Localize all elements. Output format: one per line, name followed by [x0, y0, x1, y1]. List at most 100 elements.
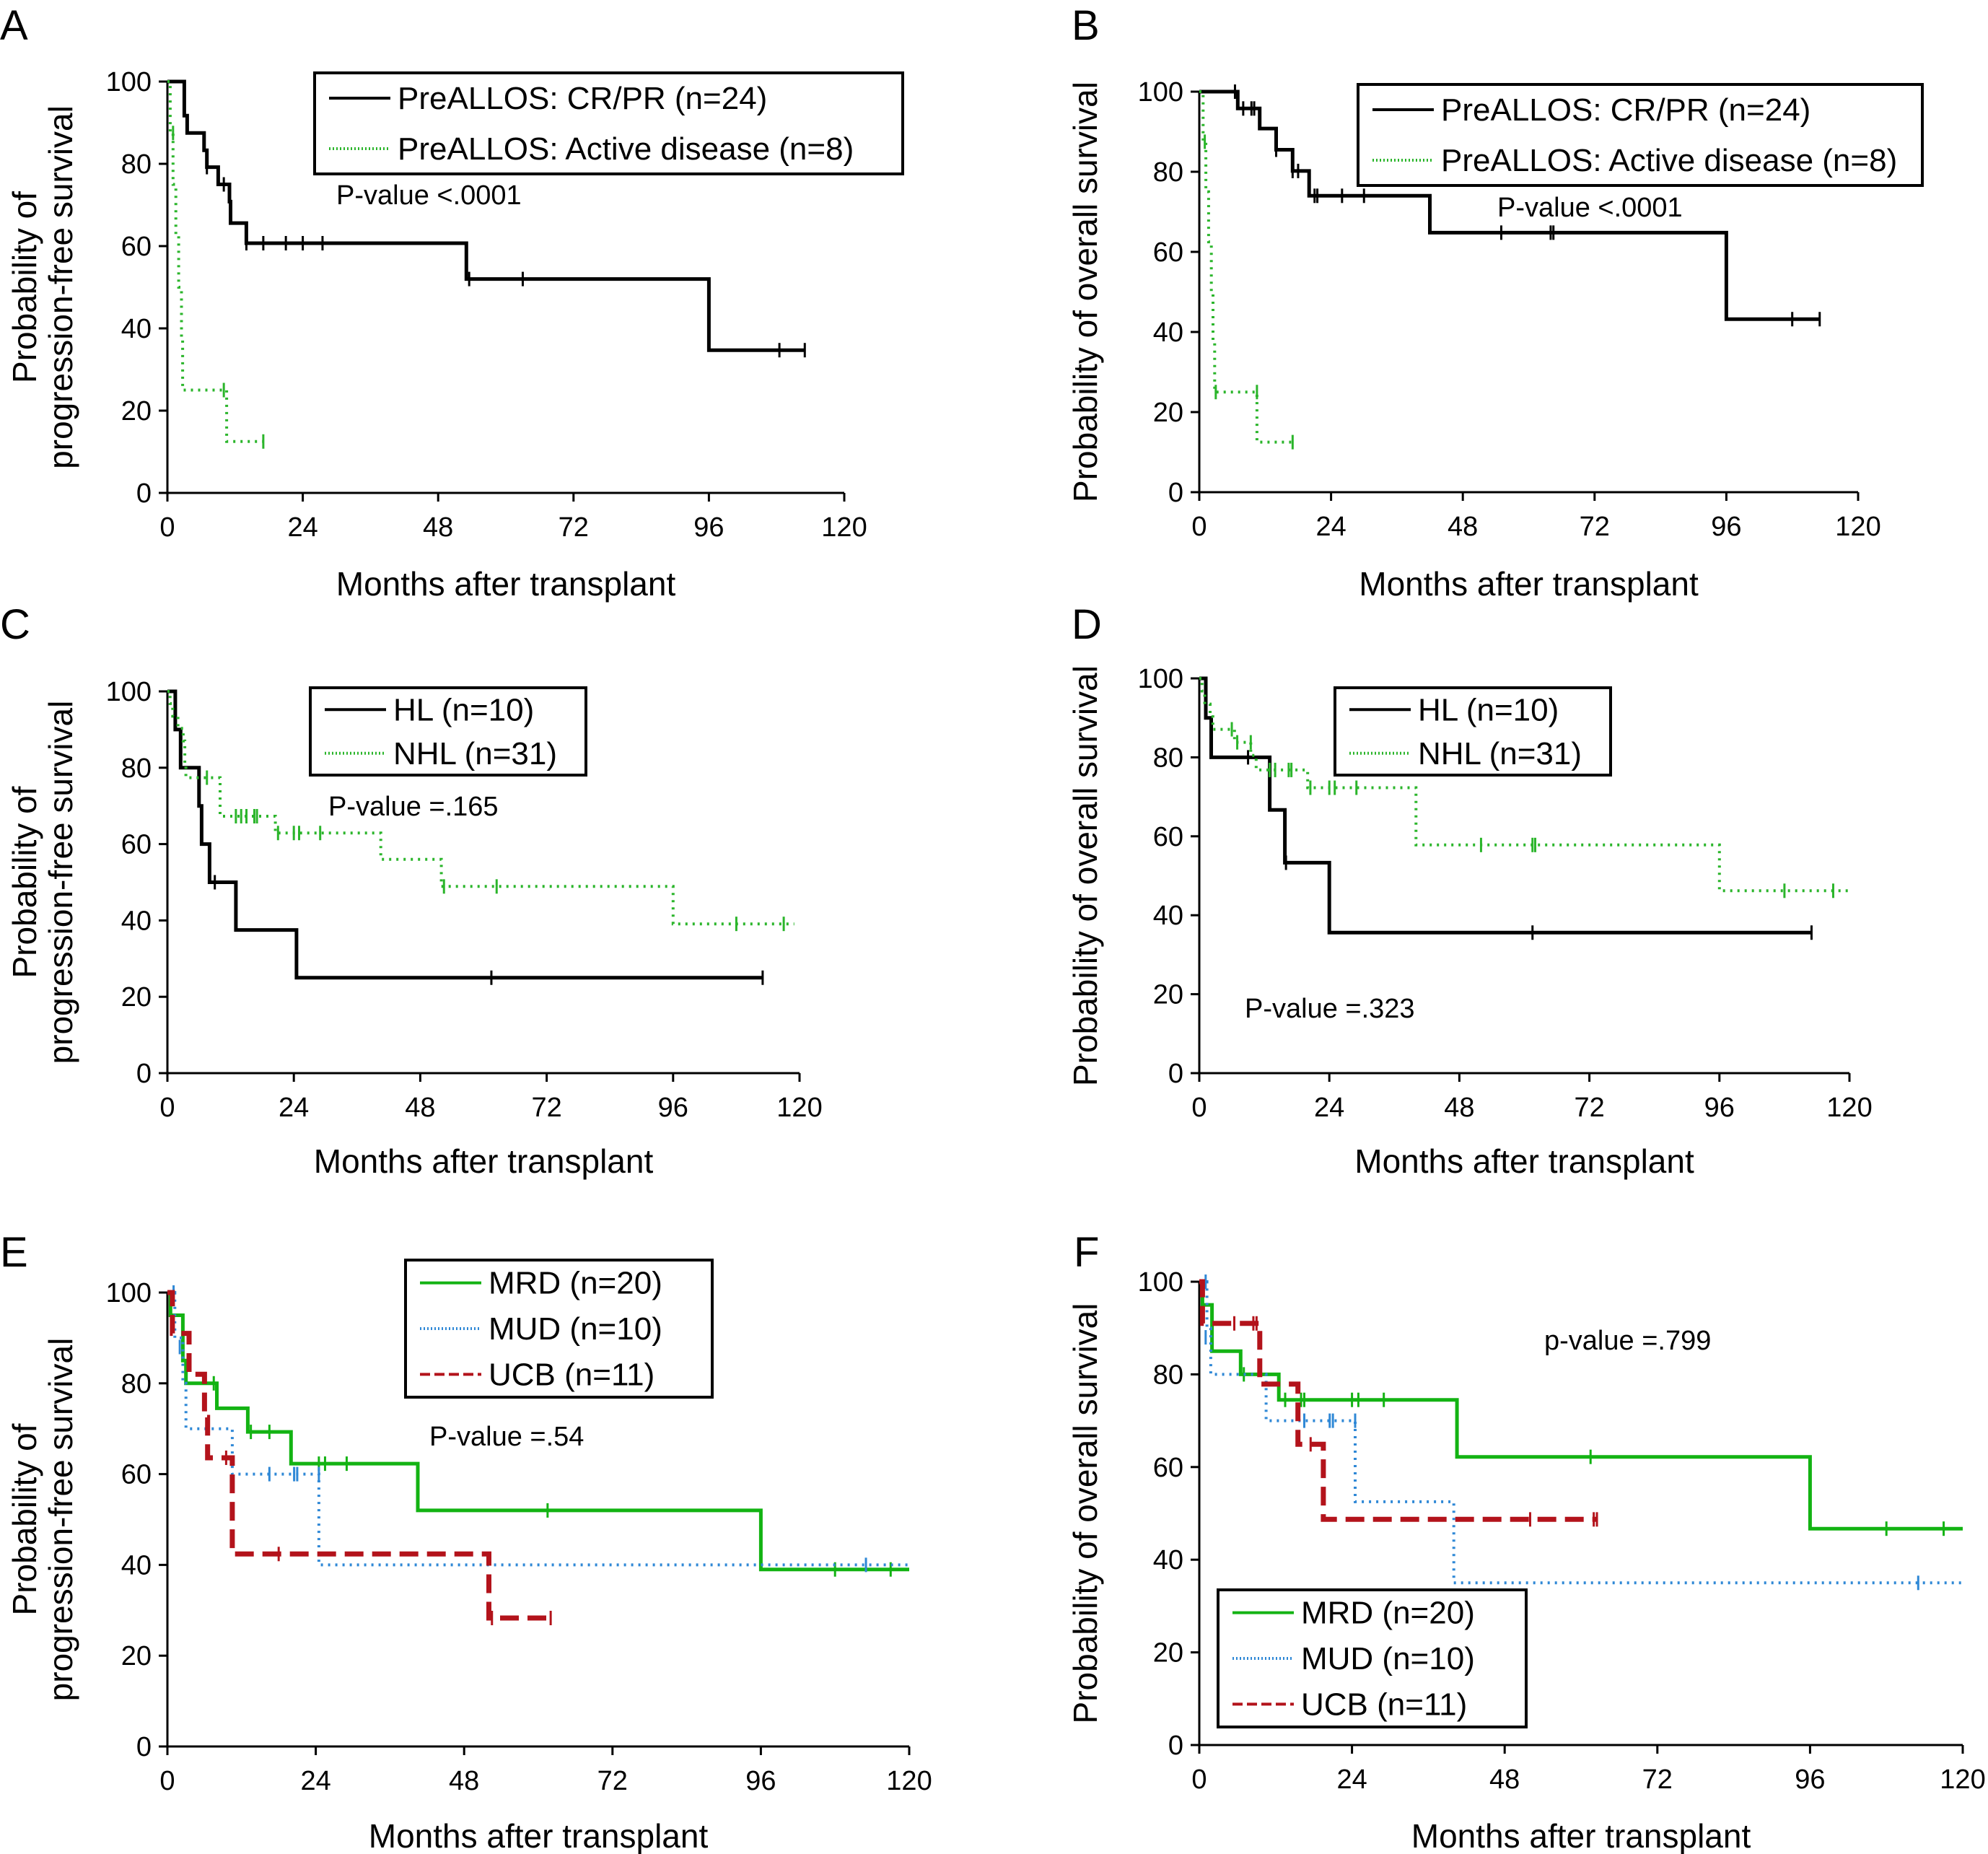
- y-tick-label: 0: [1168, 1731, 1183, 1761]
- x-tick-label: 0: [1191, 1765, 1207, 1795]
- x-tick-label: 48: [1444, 1093, 1474, 1123]
- x-tick-label: 72: [1580, 512, 1610, 542]
- survival-curve: [1199, 1279, 1597, 1522]
- y-axis-title-line1: Probability of: [6, 191, 43, 383]
- x-tick-label: 72: [1574, 1093, 1604, 1123]
- y-tick-label: 40: [1153, 1545, 1183, 1575]
- panel-a: A 0 20 40 60 80 100 0 24 48 72 96 120 Months after tr…: [0, 2, 904, 603]
- p-value-annotation: P-value =.54: [429, 1422, 584, 1452]
- y-tick-label: 40: [121, 1550, 152, 1580]
- x-tick-label: 96: [658, 1093, 688, 1123]
- legend-label: MUD (n=10): [489, 1311, 662, 1347]
- x-tick-label: 120: [1826, 1093, 1872, 1123]
- x-tick-label: 48: [423, 512, 453, 543]
- x-tick-label: 0: [1191, 1093, 1207, 1123]
- legend-label: HL (n=10): [1418, 692, 1559, 727]
- series-dotted-1: [1199, 677, 1849, 898]
- x-tick-label: 0: [159, 512, 175, 543]
- legend-box: [309, 686, 587, 777]
- x-tick-label: 96: [693, 512, 724, 543]
- p-value-annotation: P-value =.165: [328, 792, 499, 822]
- legend-label: NHL (n=31): [393, 736, 557, 771]
- y-tick-label: 0: [136, 1059, 152, 1089]
- y-tick-label: 60: [1153, 822, 1183, 852]
- x-tick-label: 48: [1489, 1765, 1520, 1795]
- legend: MRD (n=20) MUD (n=10) UCB (n=11): [1217, 1588, 1528, 1728]
- x-tick-label: 120: [776, 1093, 822, 1123]
- y-tick-label: 60: [121, 232, 152, 262]
- y-tick-label: 60: [121, 1460, 152, 1490]
- survival-curve: [167, 689, 763, 980]
- panel-letter: A: [0, 2, 28, 49]
- x-tick-label: 24: [1336, 1765, 1367, 1795]
- series-solid-0: [167, 79, 806, 358]
- legend-label: MRD (n=20): [489, 1266, 662, 1301]
- panel-e: E 0 20 40 60 80 100 0 24 48 72 96 120 Months after tr…: [0, 1229, 932, 1854]
- y-tick-label: 20: [121, 1641, 152, 1671]
- y-tick-label: 80: [1153, 743, 1183, 773]
- legend-label: MRD (n=20): [1301, 1596, 1475, 1631]
- panel-f: F 0 20 40 60 80 100 0 24 48 72 96 120 Months after tr…: [1067, 1229, 1986, 1854]
- y-tick-label: 40: [121, 906, 152, 936]
- y-tick-label: 80: [121, 1369, 152, 1399]
- y-axis-title: Probability of overall survival: [1067, 665, 1104, 1086]
- survival-curve: [1199, 89, 1820, 321]
- y-axis-title: Probability of overall survival: [1067, 82, 1104, 502]
- x-axis-title: Months after transplant: [1411, 1817, 1751, 1854]
- y-tick-label: 0: [136, 478, 152, 509]
- legend-label: PreALLOS: Active disease (n=8): [398, 131, 854, 167]
- legend-label: NHL (n=31): [1418, 736, 1582, 771]
- y-tick-label: 80: [121, 753, 152, 784]
- y-tick-label: 20: [1153, 980, 1183, 1010]
- x-tick-label: 120: [821, 512, 867, 543]
- series-solid-0: [167, 1290, 909, 1577]
- series-solid-0: [1199, 84, 1821, 327]
- survival-curve: [167, 1290, 909, 1572]
- x-tick-label: 0: [1191, 512, 1207, 542]
- legend: HL (n=10) NHL (n=31): [1334, 686, 1612, 777]
- legend-label: PreALLOS: CR/PR (n=24): [1441, 92, 1810, 128]
- x-tick-label: 120: [1940, 1765, 1985, 1795]
- p-value-annotation: p-value =.799: [1544, 1326, 1711, 1356]
- series-dotted-1: [1199, 90, 1294, 450]
- y-tick-label: 60: [1153, 1453, 1183, 1483]
- y-tick-label: 20: [1153, 398, 1183, 428]
- y-tick-label: 0: [136, 1732, 152, 1762]
- y-tick-label: 40: [1153, 318, 1183, 348]
- x-tick-label: 96: [1795, 1765, 1825, 1795]
- y-tick-label: 40: [1153, 901, 1183, 931]
- x-tick-label: 24: [300, 1766, 330, 1796]
- x-tick-label: 24: [279, 1093, 309, 1123]
- x-tick-label: 0: [159, 1093, 175, 1123]
- panel-letter: E: [0, 1229, 28, 1276]
- x-axis-title: Months after transplant: [1354, 1142, 1694, 1180]
- p-value-annotation: P-value <.0001: [1497, 193, 1683, 223]
- x-tick-label: 96: [1711, 512, 1741, 542]
- survival-curve: [1199, 677, 1849, 893]
- legend-label: PreALLOS: CR/PR (n=24): [398, 81, 767, 116]
- survival-curve: [167, 1290, 551, 1621]
- legend-box: [1357, 83, 1924, 187]
- x-axis-title: Months after transplant: [369, 1817, 709, 1854]
- y-tick-label: 100: [1138, 1267, 1183, 1298]
- series-dotted-1: [1199, 1274, 1963, 1591]
- legend-label: PreALLOS: Active disease (n=8): [1441, 143, 1897, 178]
- x-tick-label: 24: [1315, 512, 1346, 542]
- panel-letter: D: [1072, 601, 1102, 648]
- legend-label: UCB (n=11): [489, 1357, 654, 1392]
- y-tick-label: 20: [1153, 1638, 1183, 1669]
- y-tick-label: 0: [1168, 1059, 1183, 1089]
- x-tick-label: 96: [745, 1766, 776, 1796]
- legend-box: [313, 71, 904, 175]
- p-value-annotation: P-value <.0001: [336, 180, 522, 211]
- p-value-annotation: P-value =.323: [1245, 994, 1415, 1024]
- panel-letter: F: [1074, 1229, 1099, 1276]
- legend: HL (n=10) NHL (n=31): [309, 686, 587, 777]
- x-axis-title: Months after transplant: [314, 1142, 654, 1180]
- panel-c: C 0 20 40 60 80 100 0 24 48 72 96 120 Months after tr…: [0, 601, 823, 1180]
- y-tick-label: 40: [121, 314, 152, 344]
- legend-label: UCB (n=11): [1301, 1687, 1467, 1722]
- x-tick-label: 0: [159, 1766, 175, 1796]
